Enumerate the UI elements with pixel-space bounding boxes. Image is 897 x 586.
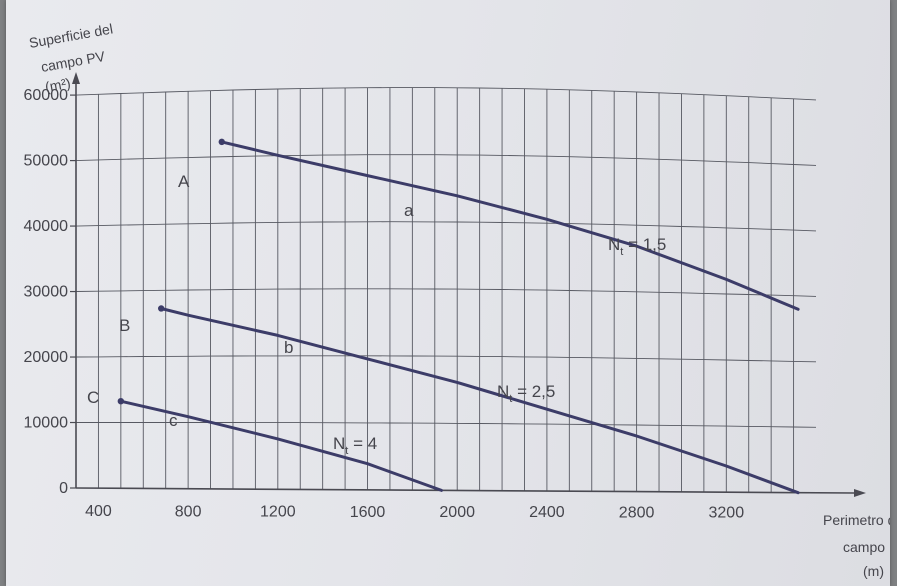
grid-line-horizontal xyxy=(76,422,817,428)
grid-line-horizontal xyxy=(75,221,817,232)
chart-page: 0 10000 20000 30000 40000 50000 60000 400 800 120… xyxy=(6,0,890,586)
x-tick-label: 2000 xyxy=(439,504,475,521)
x-tick-label: 3200 xyxy=(709,505,745,522)
series-label-nt-1-5: Nt = 1,5 xyxy=(608,235,666,258)
x-axis-title-line-2: campo PV xyxy=(843,539,890,555)
y-tick-label: 0 xyxy=(59,480,68,497)
y-tick-label: 60000 xyxy=(24,87,69,104)
y-tick-label: 30000 xyxy=(24,284,69,301)
x-axis-title-line-3: (m) xyxy=(863,563,884,579)
grid-line-horizontal xyxy=(75,355,817,363)
series-label-nt-2-5: Nt = 2,5 xyxy=(497,382,555,405)
x-tick-label: 1200 xyxy=(260,504,296,521)
curve-label-a: a xyxy=(404,201,414,220)
axes xyxy=(72,72,866,497)
y-tick-label: 40000 xyxy=(24,218,69,235)
y-tick-label: 10000 xyxy=(24,415,69,432)
x-axis-title-line-1: Perimetro d xyxy=(823,512,890,528)
y-axis-arrow xyxy=(72,72,80,84)
y-axis-title-line-3: (m²) xyxy=(44,75,72,95)
curve-label-b: b xyxy=(284,338,293,357)
point-label-a-start: A xyxy=(178,172,190,191)
grid xyxy=(75,87,817,494)
tick-labels: 0 10000 20000 30000 40000 50000 60000 400 800 120… xyxy=(24,87,745,522)
series-label-nt-4: Nt = 4 xyxy=(333,434,377,457)
series-start-point-3 xyxy=(117,397,125,405)
series-line-1 xyxy=(220,140,800,311)
x-tick-label: 2800 xyxy=(619,504,655,521)
y-tick-label: 50000 xyxy=(24,153,69,170)
point-label-b-start: B xyxy=(119,316,130,335)
y-axis-title-line-1: Superficie del xyxy=(28,20,114,50)
x-axis-line xyxy=(75,487,855,494)
x-tick-label: 2400 xyxy=(529,504,565,521)
series-line-3 xyxy=(119,399,443,492)
point-label-c-start: C xyxy=(87,388,99,407)
x-tick-label: 1600 xyxy=(350,504,386,521)
y-tick-label: 20000 xyxy=(24,349,69,366)
y-axis-title-line-2: campo PV xyxy=(40,48,107,75)
series-line-2 xyxy=(159,307,800,495)
chart-svg: 0 10000 20000 30000 40000 50000 60000 400 800 120… xyxy=(24,20,891,579)
series-start-point-2 xyxy=(158,305,165,312)
curve-label-c: c xyxy=(169,411,178,430)
x-axis-arrow xyxy=(854,489,866,497)
series-start-point-1 xyxy=(218,138,225,146)
x-tick-label: 800 xyxy=(175,503,202,520)
grid-line-horizontal xyxy=(75,87,817,101)
x-tick-label: 400 xyxy=(85,503,112,520)
grid-line-horizontal xyxy=(75,288,817,297)
series-group xyxy=(117,138,800,495)
grid-line-horizontal xyxy=(75,154,817,166)
